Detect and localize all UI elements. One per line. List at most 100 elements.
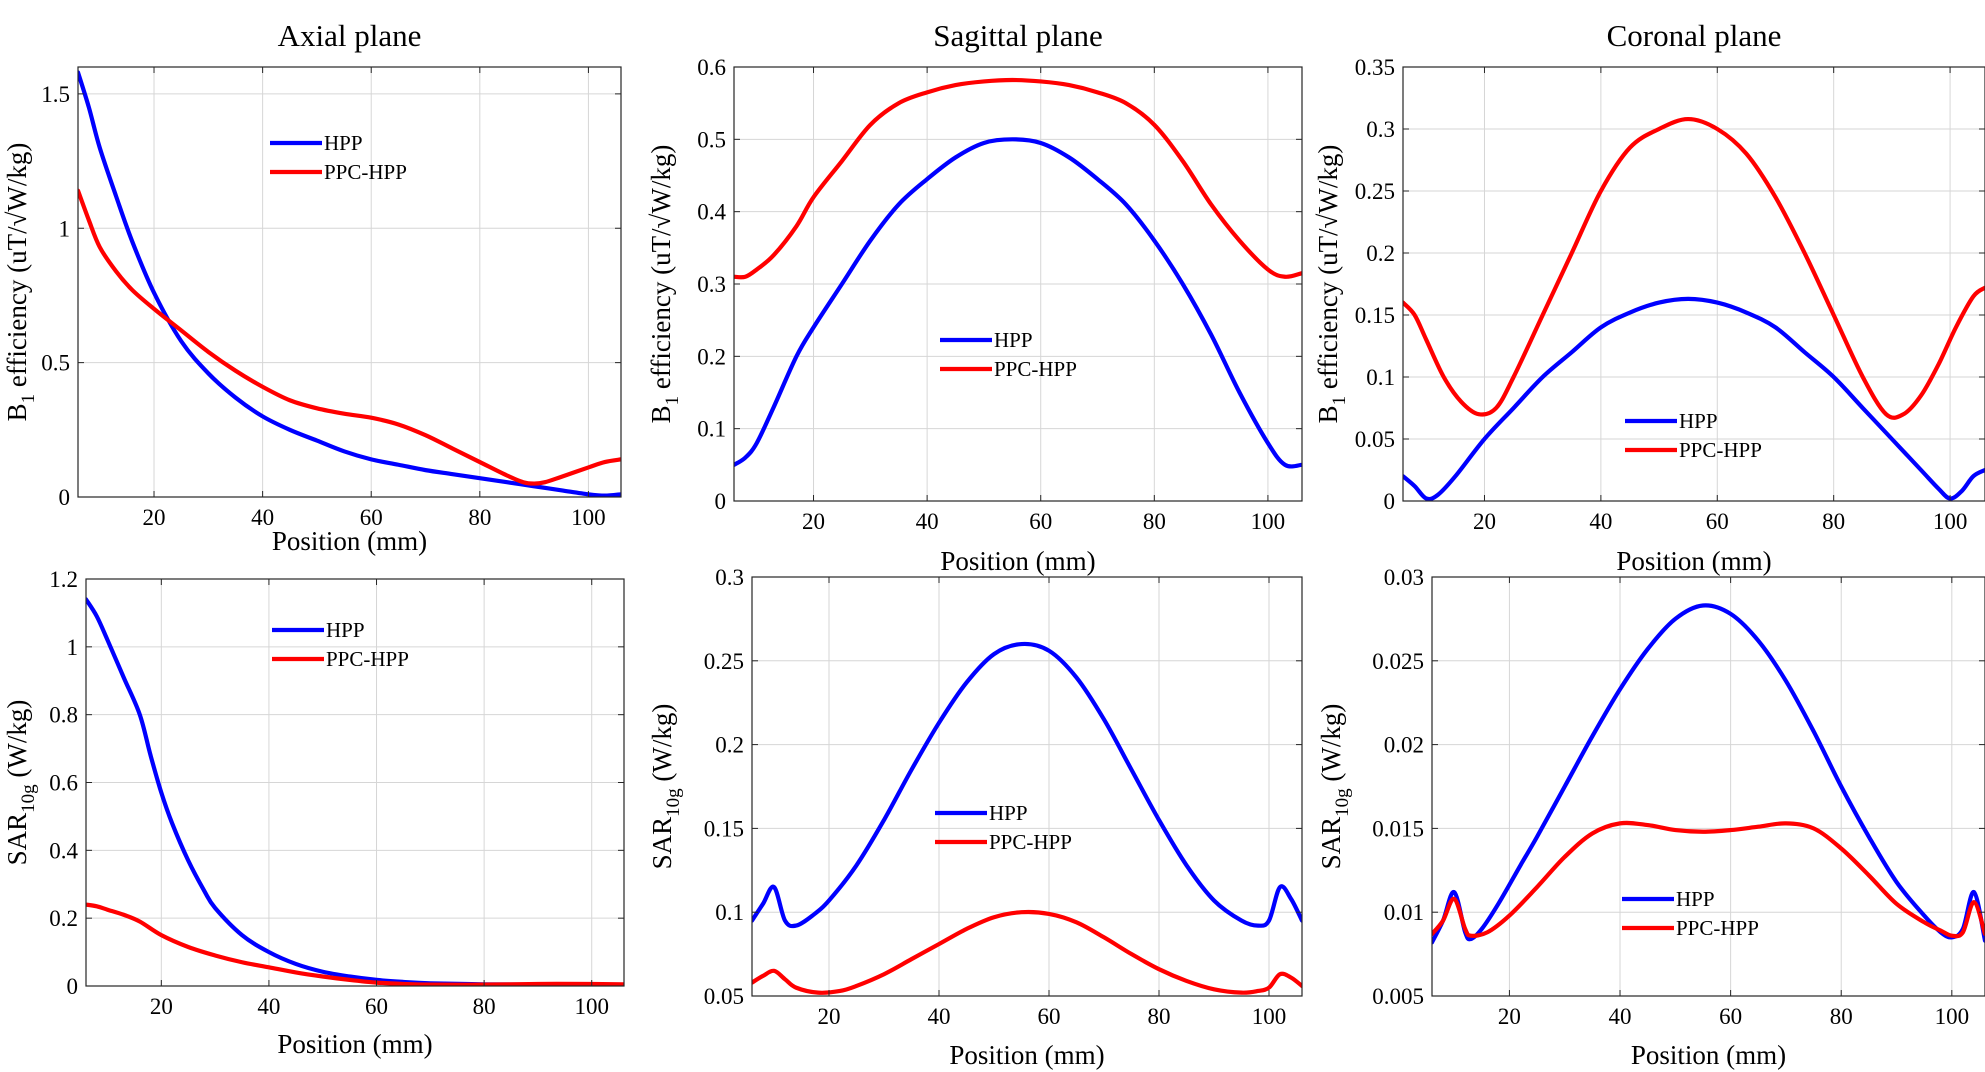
chart-panel-4: 20 40 60 80 100 0.05 0.1 0.15 0.2 0.25 0.3 Position… (647, 565, 1303, 1070)
y-tick-label: 1.5 (41, 82, 70, 107)
x-tick-label: 100 (1251, 509, 1286, 534)
y-tick-label: 0.015 (1372, 816, 1424, 841)
y-axis-label: B1 efficiency (uT/√W/kg) (2, 143, 39, 422)
legend-label: HPP (324, 131, 363, 155)
legend-label: PPC-HPP (1676, 916, 1759, 940)
plot-area (78, 67, 621, 497)
y-axis-label: SAR10g (W/kg) (1316, 704, 1353, 870)
series-line-ppc-hpp (86, 902, 624, 986)
y-tick-label: 0.2 (1366, 241, 1395, 266)
chart-title: Sagittal plane (933, 18, 1103, 53)
x-tick-label: 20 (1498, 1004, 1521, 1029)
legend: HPP PPC-HPP (272, 618, 409, 671)
legend: HPP PPC-HPP (1622, 887, 1759, 940)
x-tick-label: 40 (928, 1004, 951, 1029)
series-line-ppc-hpp (1403, 116, 1985, 420)
y-tick-label: 0.005 (1372, 984, 1424, 1009)
legend-label: PPC-HPP (324, 160, 407, 184)
legend-label: PPC-HPP (989, 830, 1072, 854)
x-axis-label: Position (mm) (272, 526, 427, 556)
x-tick-label: 60 (360, 505, 383, 530)
y-tick-label: 0.25 (704, 649, 744, 674)
x-tick-label: 60 (365, 994, 388, 1019)
x-tick-label: 80 (1143, 509, 1166, 534)
y-tick-label: 0.1 (697, 417, 726, 442)
x-tick-label: 40 (1589, 509, 1612, 534)
y-tick-label: 0.15 (1355, 303, 1395, 328)
x-axis-label: Position (mm) (1631, 1040, 1786, 1070)
plot-area (1403, 67, 1985, 501)
x-tick-label: 100 (1933, 509, 1968, 534)
x-tick-label: 80 (1822, 509, 1845, 534)
chart-panel-2: 20 40 60 80 100 0 0.05 0.1 0.15 0.2 0.25 0.3 0.35 Cor… (1313, 18, 1985, 576)
y-tick-label: 0 (67, 974, 79, 999)
y-tick-label: 0.6 (697, 55, 726, 80)
x-tick-label: 60 (1706, 509, 1729, 534)
chart-title: Coronal plane (1607, 18, 1782, 53)
legend: HPP PPC-HPP (270, 131, 407, 184)
y-tick-label: 0.5 (41, 351, 70, 376)
y-tick-label: 1 (67, 635, 79, 660)
x-axis-label: Position (mm) (277, 1029, 432, 1059)
series-line-hpp (752, 641, 1302, 929)
x-tick-label: 100 (574, 994, 609, 1019)
y-tick-label: 0.4 (697, 200, 726, 225)
y-tick-label: 0.1 (1366, 365, 1395, 390)
chart-panel-0: 20 40 60 80 100 0 0.5 1 1.5 Axial plane Position (… (2, 18, 622, 556)
y-axis-label: B1 efficiency (uT/√W/kg) (646, 145, 683, 424)
axes-frame (751, 576, 1303, 997)
y-axis-label: SAR10g (W/kg) (647, 704, 684, 870)
y-tick-label: 0.025 (1372, 649, 1424, 674)
x-tick-label: 100 (1252, 1004, 1287, 1029)
legend-label: HPP (989, 801, 1028, 825)
y-tick-label: 0.03 (1384, 565, 1424, 590)
y-tick-label: 0 (715, 489, 727, 514)
x-tick-label: 80 (1148, 1004, 1171, 1029)
y-tick-label: 0.25 (1355, 179, 1395, 204)
chart-panel-1: 20 40 60 80 100 0 0.1 0.2 0.3 0.4 0.5 0.6 Sagittal p… (646, 18, 1303, 576)
series-line-hpp (1403, 296, 1985, 501)
x-tick-label: 20 (143, 505, 166, 530)
chart-panel-3: 20 40 60 80 100 0 0.2 0.4 0.6 0.8 1 1.2 Position (mm… (2, 567, 625, 1059)
y-axis-label: SAR10g (W/kg) (2, 700, 39, 866)
y-tick-label: 0.6 (49, 771, 78, 796)
axes-frame (77, 66, 622, 498)
legend-label: PPC-HPP (326, 647, 409, 671)
x-tick-label: 20 (802, 509, 825, 534)
x-tick-label: 60 (1719, 1004, 1742, 1029)
axes-frame (1431, 576, 1985, 997)
series-line-ppc-hpp (78, 188, 621, 486)
y-tick-label: 0.35 (1355, 55, 1395, 80)
plot-area (752, 577, 1302, 996)
y-tick-label: 1 (59, 216, 71, 241)
legend-label: PPC-HPP (1679, 438, 1762, 462)
x-tick-label: 40 (916, 509, 939, 534)
legend: HPP PPC-HPP (935, 801, 1072, 854)
legend-label: HPP (1676, 887, 1715, 911)
legend-label: HPP (1679, 409, 1718, 433)
axes-frame (1402, 66, 1985, 502)
y-tick-label: 0.1 (715, 900, 744, 925)
legend-label: HPP (994, 328, 1033, 352)
legend: HPP PPC-HPP (1625, 409, 1762, 462)
y-axis-label: B1 efficiency (uT/√W/kg) (1313, 145, 1350, 424)
series-line-ppc-hpp (752, 909, 1302, 995)
y-tick-label: 0.3 (1366, 117, 1395, 142)
x-axis-label: Position (mm) (949, 1040, 1104, 1070)
chart-title: Axial plane (278, 18, 422, 53)
y-tick-label: 0.4 (49, 838, 78, 863)
series-line-ppc-hpp (1432, 820, 1985, 939)
x-tick-label: 60 (1029, 509, 1052, 534)
series-line-hpp (734, 137, 1302, 469)
x-tick-label: 80 (473, 994, 496, 1019)
series-line-ppc-hpp (734, 77, 1302, 280)
y-tick-label: 0.2 (697, 344, 726, 369)
x-tick-label: 100 (571, 505, 606, 530)
x-tick-label: 20 (1473, 509, 1496, 534)
legend: HPP PPC-HPP (940, 328, 1077, 381)
plot-area (1432, 577, 1985, 996)
x-tick-label: 40 (257, 994, 280, 1019)
y-tick-label: 0 (1384, 489, 1396, 514)
y-tick-label: 0.2 (49, 906, 78, 931)
x-tick-label: 60 (1038, 1004, 1061, 1029)
